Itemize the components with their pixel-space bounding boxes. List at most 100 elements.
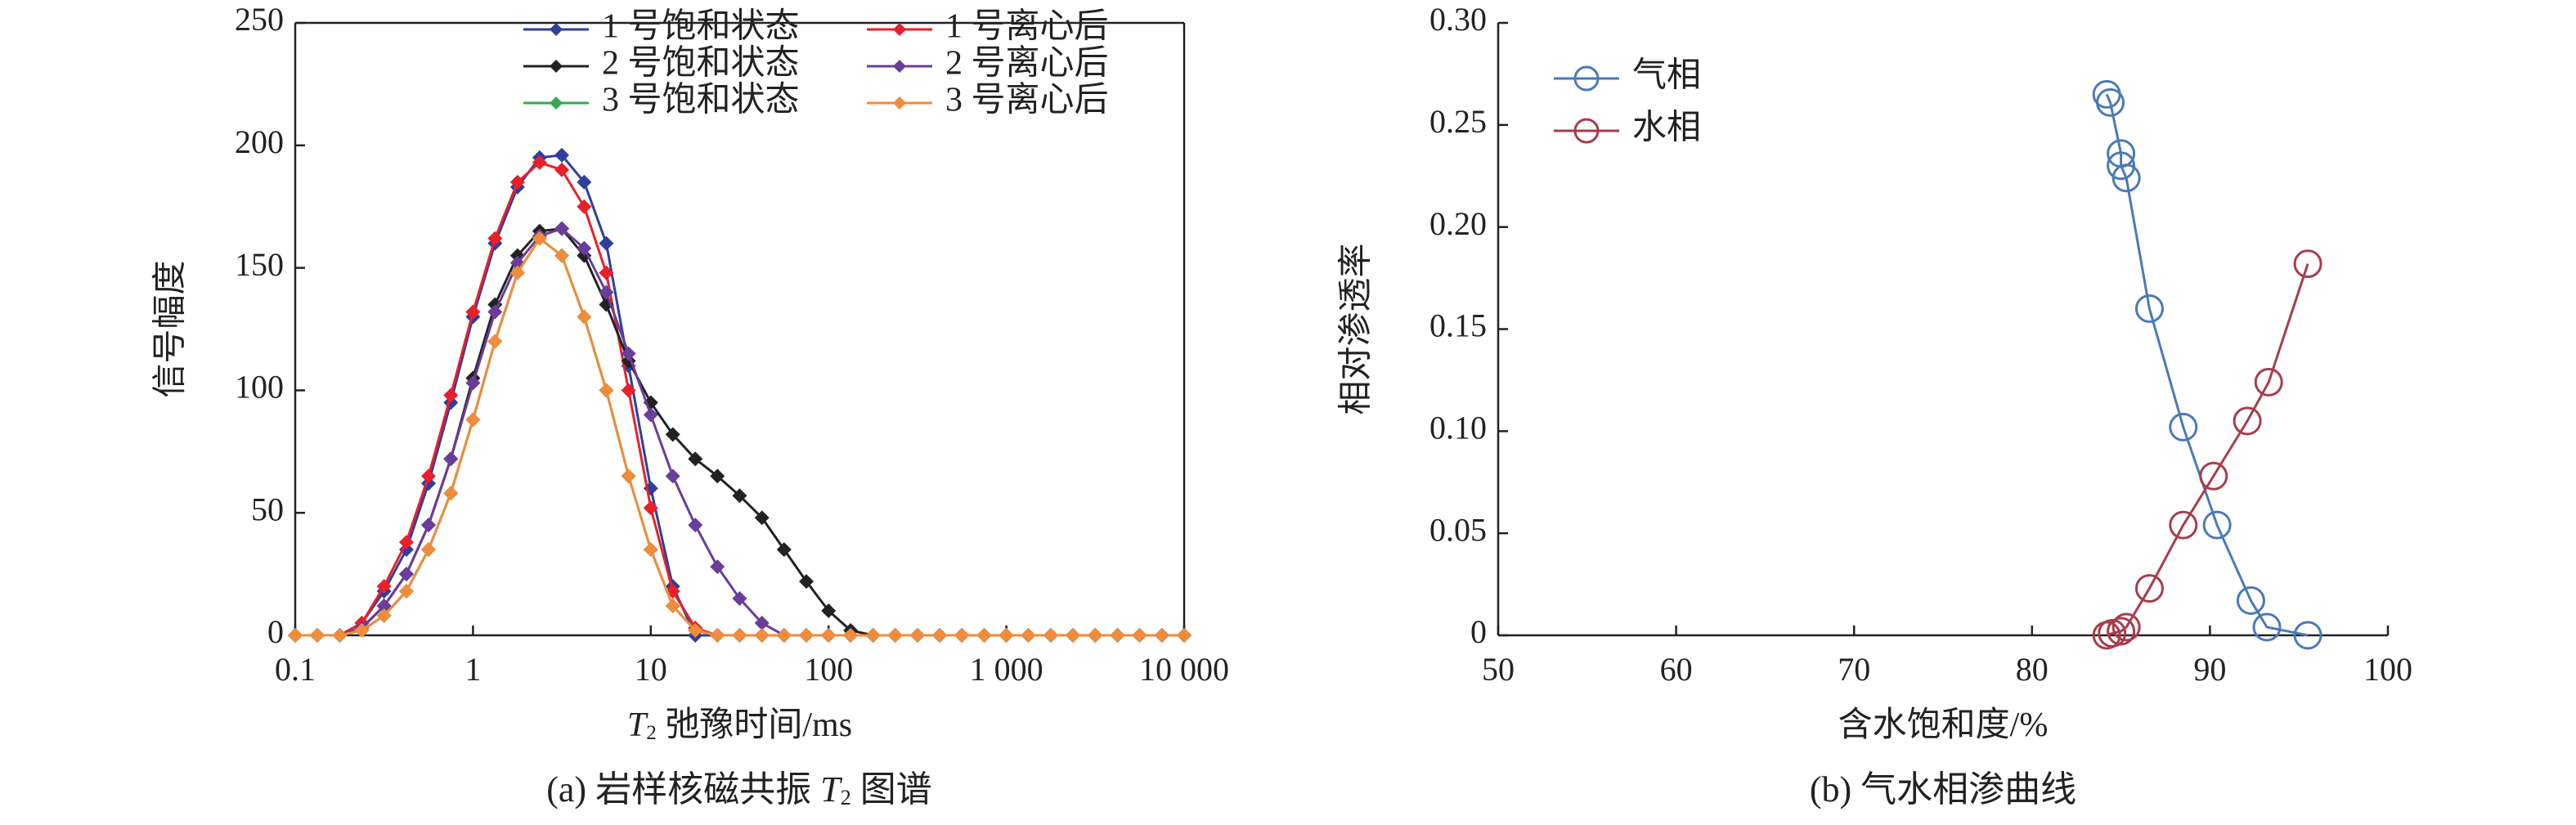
series-line — [295, 226, 1184, 637]
caption-part: (b) 气水相渗曲线 — [1810, 769, 2076, 809]
legend-marker — [893, 23, 906, 36]
marker — [1110, 628, 1125, 643]
space — [657, 706, 666, 744]
marker — [643, 407, 658, 423]
marker — [754, 628, 770, 643]
series-line — [295, 227, 1184, 637]
x-axis-label: 含水饱和度/% — [1838, 706, 2049, 744]
marker — [2293, 249, 2322, 279]
marker — [887, 628, 903, 643]
marker — [1043, 628, 1059, 643]
marker — [509, 174, 525, 190]
marker — [710, 559, 725, 575]
marker — [732, 488, 747, 504]
marker — [1177, 628, 1192, 643]
marker — [954, 628, 970, 643]
marker — [554, 147, 570, 163]
marker — [2169, 510, 2198, 540]
marker — [420, 518, 436, 533]
marker — [577, 174, 592, 190]
legend-label: 1 号离心后 — [945, 7, 1109, 46]
marker — [2254, 367, 2283, 397]
legend-label: 3 号离心后 — [945, 81, 1109, 119]
y-axis-label: 相对渗透率 — [1337, 243, 1376, 415]
y-axis-label: 信号幅度 — [152, 260, 190, 397]
x-tick-label: 90 — [2193, 651, 2226, 688]
x-tick-label: 100 — [2363, 651, 2412, 688]
x-axis-label-part: 2 — [646, 722, 657, 744]
y-tick-label: 0.25 — [1429, 103, 1487, 140]
marker — [443, 486, 459, 501]
y-tick-label: 0.20 — [1429, 205, 1487, 242]
marker — [665, 599, 680, 614]
marker — [976, 628, 992, 643]
legend-marker — [893, 60, 906, 73]
legend-marker — [893, 96, 906, 110]
marker — [465, 304, 481, 320]
marker — [2252, 612, 2282, 642]
series-line — [2106, 263, 2309, 637]
marker — [621, 469, 636, 484]
caption-part: 图谱 — [860, 769, 932, 809]
x-tick-label: 100 — [804, 651, 853, 688]
marker — [376, 579, 392, 594]
marker — [643, 500, 658, 516]
marker — [2112, 164, 2141, 193]
marker — [2134, 574, 2164, 603]
marker — [599, 285, 614, 300]
marker — [487, 334, 503, 349]
y-tick-label: 200 — [235, 123, 284, 160]
marker — [2107, 617, 2136, 646]
marker — [465, 412, 481, 428]
marker — [799, 574, 815, 590]
marker — [2236, 586, 2265, 616]
x-axis-label: T2 弛豫时间/ms — [627, 706, 852, 744]
marker — [865, 628, 881, 643]
marker — [354, 623, 370, 639]
marker — [710, 628, 725, 643]
x-axis-label-part: 弛豫时间/ms — [665, 706, 852, 744]
marker — [577, 240, 592, 256]
marker — [398, 535, 414, 550]
legend-marker — [1573, 118, 1600, 144]
y-tick-label: 0.10 — [1429, 410, 1487, 446]
marker — [621, 383, 636, 398]
marker — [2199, 461, 2228, 491]
marker — [665, 469, 680, 484]
marker — [2096, 87, 2125, 117]
marker — [754, 510, 770, 526]
marker — [420, 469, 436, 484]
marker — [1088, 628, 1103, 643]
marker — [821, 628, 837, 643]
y-tick-label: 150 — [235, 246, 284, 283]
marker — [932, 628, 948, 643]
marker — [532, 155, 547, 170]
marker — [776, 542, 792, 558]
marker — [2112, 612, 2141, 642]
legend-label: 气相 — [1632, 57, 1701, 95]
y-tick-label: 100 — [235, 369, 284, 406]
legend-marker — [550, 60, 563, 73]
legend-marker — [550, 23, 563, 36]
marker — [509, 265, 525, 280]
series-line — [295, 236, 1184, 637]
marker — [799, 628, 815, 643]
marker — [376, 599, 392, 614]
marker — [554, 248, 570, 263]
series-line — [2105, 93, 2309, 637]
marker — [621, 346, 636, 361]
y-tick-label: 50 — [251, 491, 284, 527]
caption-part: 2 — [841, 785, 851, 809]
marker — [554, 162, 570, 177]
marker — [665, 427, 680, 442]
x-axis-label-part: 含水饱和度/% — [1838, 706, 2049, 744]
y-tick-label: 0.15 — [1429, 307, 1487, 344]
x-tick-label: 50 — [1482, 651, 1515, 688]
marker — [688, 451, 703, 467]
marker — [643, 542, 658, 558]
legend-label: 3 号饱和状态 — [602, 82, 800, 119]
x-tick-label: 60 — [1660, 651, 1693, 688]
marker — [288, 628, 303, 643]
space — [811, 769, 820, 809]
